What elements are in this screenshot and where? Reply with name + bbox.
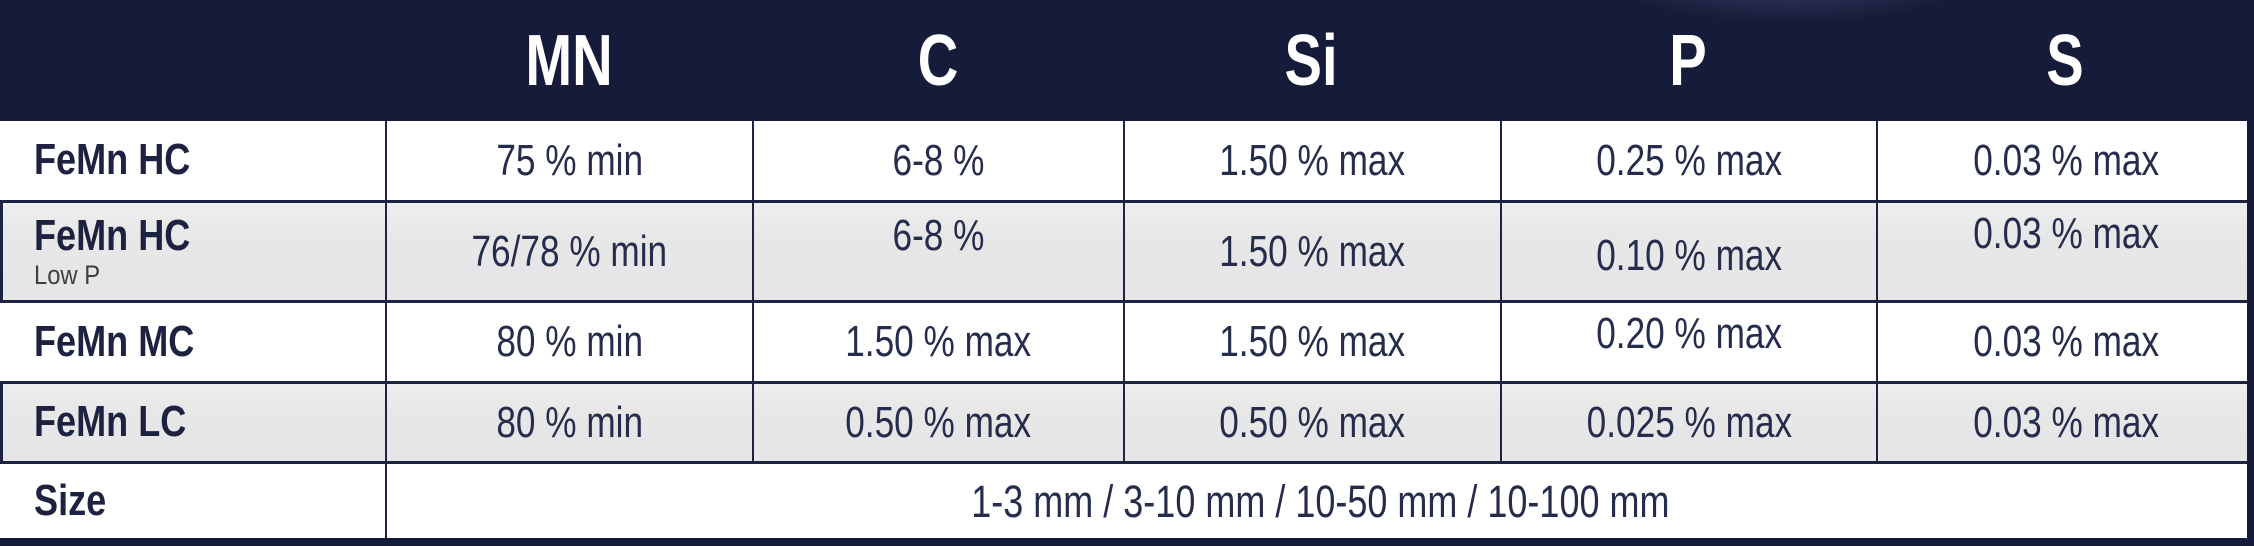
table-row-femn-lc: FeMn LC 80 % min 0.50 % max 0.50 % max 0… — [0, 381, 2254, 461]
spec-cell-c: 0.50 % max — [752, 384, 1123, 461]
row-label: Size — [34, 475, 107, 525]
spec-cell-p: 0.20 % max — [1500, 303, 1876, 381]
row-label-cell: FeMn HC Low P — [0, 203, 385, 300]
spec-value: 0.20 % max — [1596, 309, 1782, 358]
table-row-femn-mc: FeMn MC 80 % min 1.50 % max 1.50 % max 0… — [0, 300, 2254, 381]
spec-cell-s: 0.03 % max — [1876, 121, 2254, 200]
spec-cell-p: 0.25 % max — [1500, 121, 1876, 200]
col-header-si: Si — [1123, 0, 1500, 121]
table-bottom-border — [0, 538, 2254, 546]
size-values: 1-3 mm / 3-10 mm / 10-50 mm / 10-100 mm — [971, 475, 1670, 527]
spec-value: 1.50 % max — [1219, 317, 1406, 366]
spec-cell-si: 1.50 % max — [1123, 121, 1500, 200]
spec-value: 0.10 % max — [1596, 230, 1782, 280]
row-label-cell: FeMn MC — [0, 303, 385, 381]
spec-value: 6-8 % — [892, 210, 985, 260]
spec-value: 76/78 % min — [471, 226, 668, 276]
row-label: FeMn HC — [34, 210, 191, 260]
spec-value: 0.03 % max — [1973, 208, 2159, 258]
row-label-cell: FeMn LC — [0, 384, 385, 461]
spec-cell-mn: 75 % min — [385, 121, 752, 200]
spec-value: 80 % min — [496, 317, 643, 366]
table-right-border — [2247, 0, 2254, 546]
col-header-si-label: Si — [1284, 20, 1339, 101]
corner-cell — [0, 0, 385, 121]
col-header-s-label: S — [2046, 20, 2084, 101]
col-header-mn-label: MN — [524, 20, 613, 101]
spec-cell-p: 0.10 % max — [1500, 203, 1876, 300]
spec-cell-c: 1.50 % max — [752, 303, 1123, 381]
row-label: FeMn HC — [34, 135, 191, 185]
table-row-femn-hc-low-p: FeMn HC Low P 76/78 % min 6-8 % 1.50 % m… — [0, 200, 2254, 300]
col-header-c-label: C — [917, 20, 958, 101]
spec-cell-p: 0.025 % max — [1500, 384, 1876, 461]
spec-value: 0.025 % max — [1586, 397, 1792, 447]
spec-value: 1.50 % max — [1219, 135, 1406, 185]
spec-value: 80 % min — [496, 397, 643, 447]
table-header-row: MN C Si P S — [0, 0, 2254, 121]
col-header-p: P — [1500, 0, 1876, 121]
spec-cell-s: 0.03 % max — [1876, 203, 2254, 300]
spec-value: 0.50 % max — [845, 397, 1032, 447]
spec-cell-c: 6-8 % — [752, 121, 1123, 200]
spec-cell-mn: 76/78 % min — [385, 203, 752, 300]
spec-value: 0.03 % max — [1973, 135, 2159, 185]
col-header-s: S — [1876, 0, 2254, 121]
spec-value: 0.50 % max — [1219, 397, 1406, 447]
spec-value: 75 % min — [496, 135, 643, 185]
spec-value: 1.50 % max — [845, 317, 1032, 366]
spec-cell-si: 0.50 % max — [1123, 384, 1500, 461]
row-label-cell: Size — [0, 464, 385, 538]
size-values-cell: 1-3 mm / 3-10 mm / 10-50 mm / 10-100 mm — [385, 464, 2254, 538]
row-sublabel: Low P — [34, 259, 101, 290]
row-label: FeMn LC — [34, 397, 187, 447]
spec-cell-mn: 80 % min — [385, 384, 752, 461]
spec-cell-s: 0.03 % max — [1876, 384, 2254, 461]
spec-value: 0.03 % max — [1973, 397, 2159, 447]
spec-value: 0.03 % max — [1973, 317, 2159, 366]
spec-cell-mn: 80 % min — [385, 303, 752, 381]
table-row-femn-hc: FeMn HC 75 % min 6-8 % 1.50 % max 0.25 %… — [0, 121, 2254, 200]
col-header-c: C — [752, 0, 1123, 121]
row-label: FeMn MC — [34, 316, 195, 366]
spec-cell-si: 1.50 % max — [1123, 303, 1500, 381]
spec-cell-si: 1.50 % max — [1123, 203, 1500, 300]
col-header-p-label: P — [1669, 20, 1707, 101]
table-row-size: Size 1-3 mm / 3-10 mm / 10-50 mm / 10-10… — [0, 461, 2254, 538]
spec-cell-s: 0.03 % max — [1876, 303, 2254, 381]
row-label-cell: FeMn HC — [0, 121, 385, 200]
spec-cell-c: 6-8 % — [752, 203, 1123, 300]
spec-value: 0.25 % max — [1596, 135, 1782, 185]
spec-value: 6-8 % — [892, 135, 985, 185]
spec-value: 1.50 % max — [1219, 226, 1406, 276]
col-header-mn: MN — [385, 0, 752, 121]
